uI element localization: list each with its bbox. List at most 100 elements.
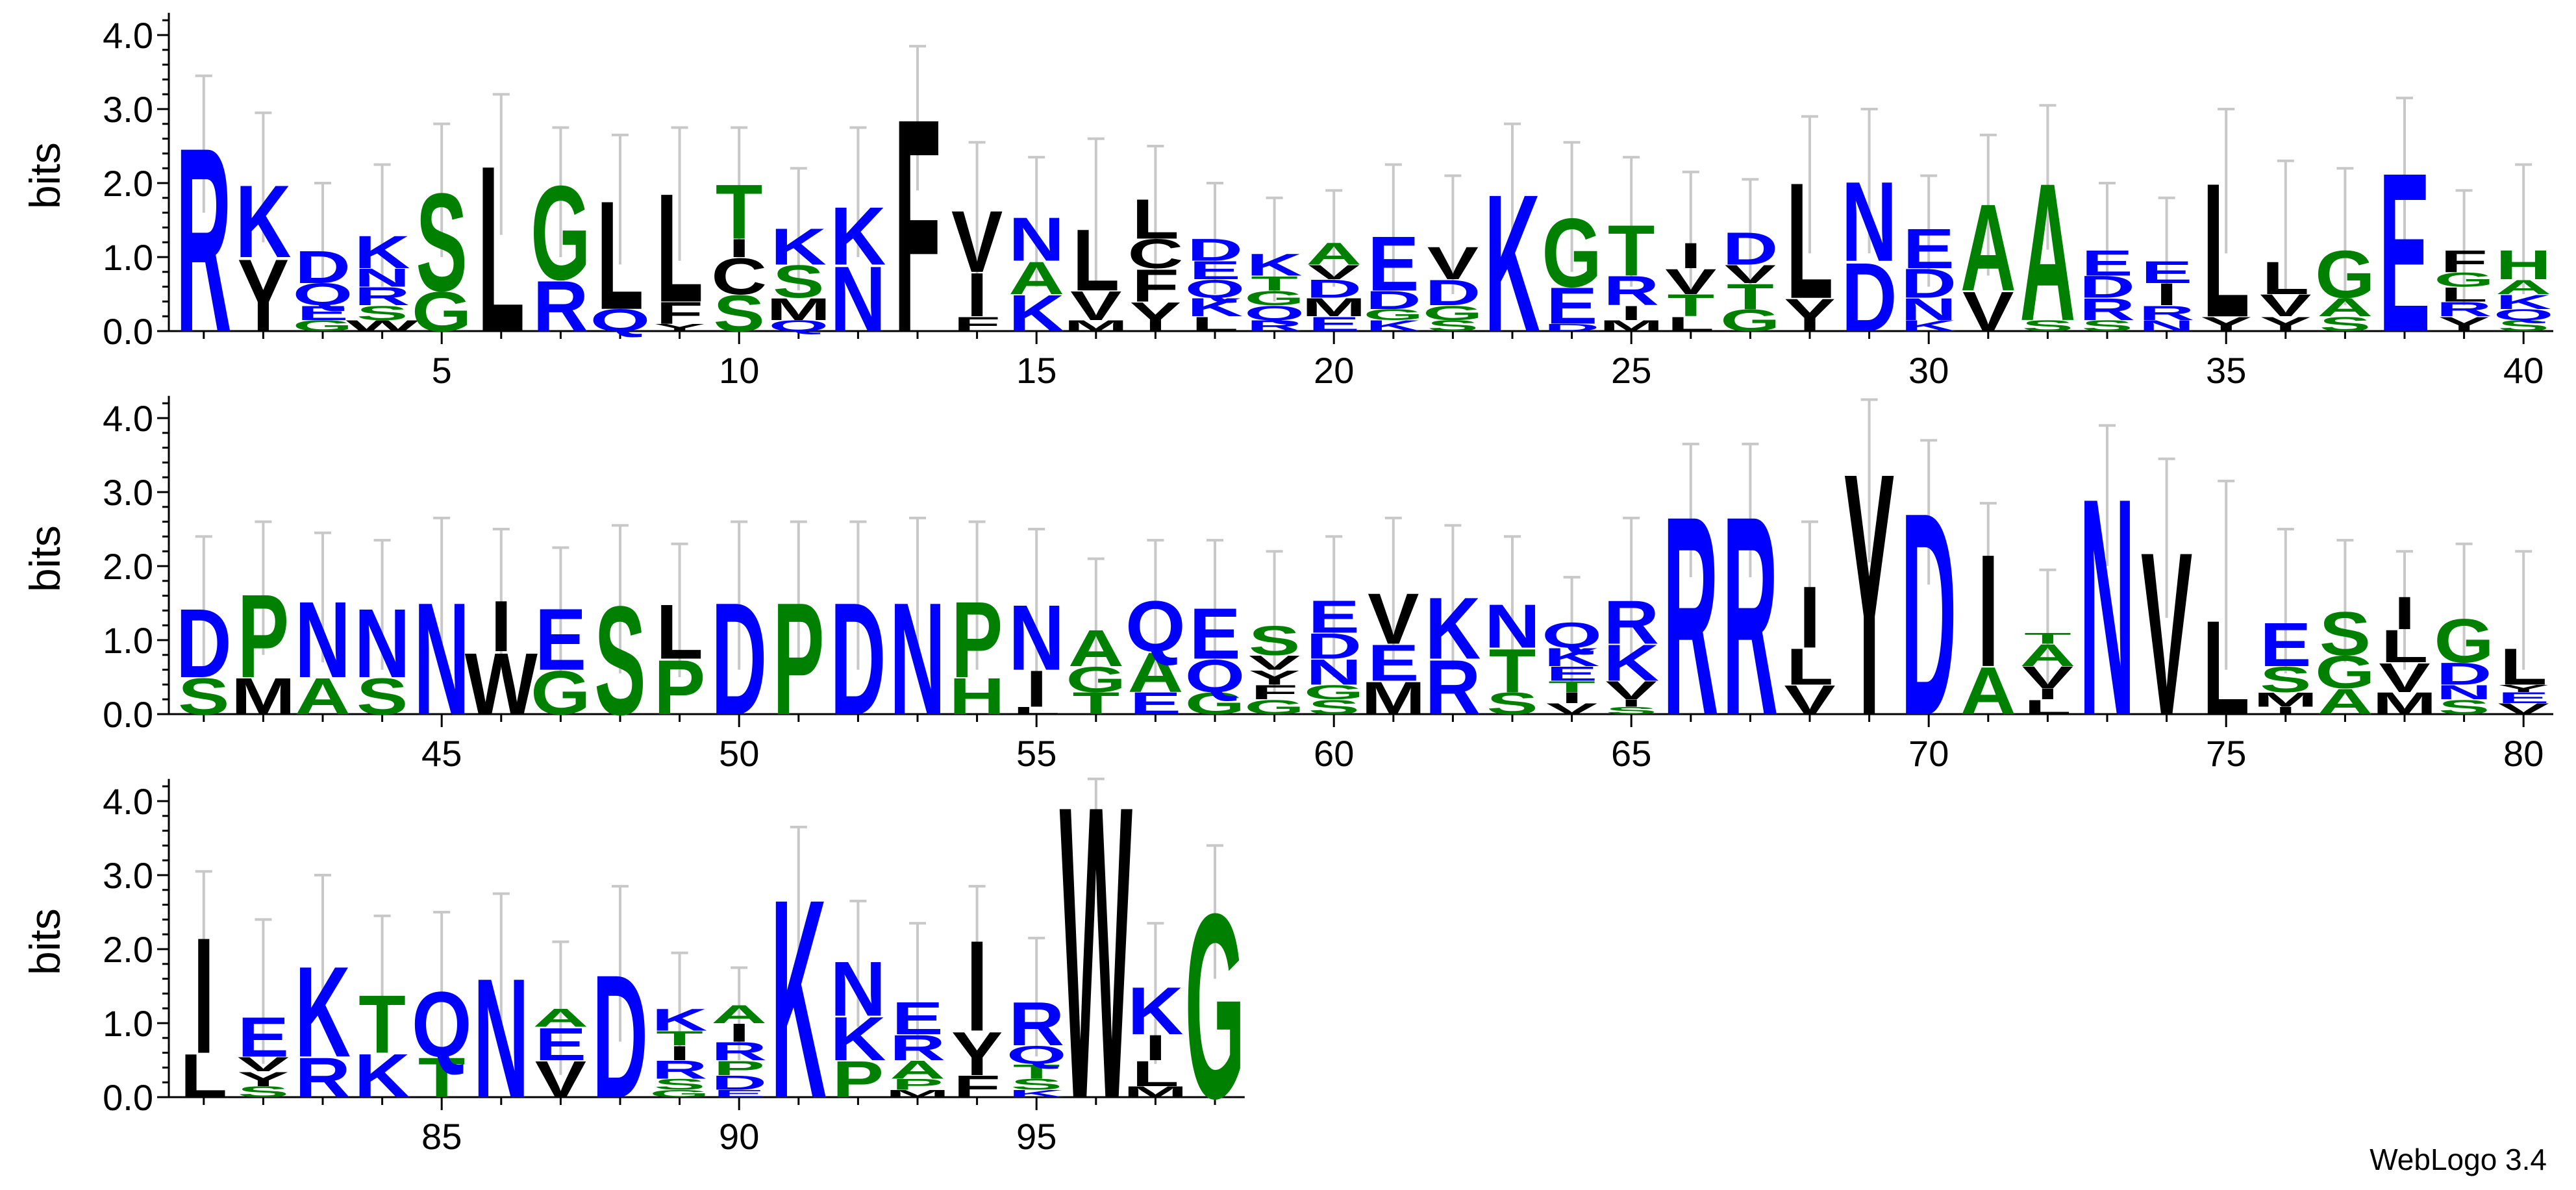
- logo-letter-v: V: [951, 193, 1003, 291]
- logo-letter-s: S: [2081, 317, 2132, 335]
- x-tick-label: 25: [1611, 350, 1651, 391]
- x-tick-label: 95: [1016, 1116, 1057, 1157]
- logo-letter-v: V: [1368, 579, 1419, 660]
- logo-letter-a: A: [2317, 682, 2373, 722]
- logo-letter-w: W: [1060, 719, 1133, 1186]
- logo-letter-a: A: [1306, 237, 1362, 271]
- logo-letter-t: T: [1489, 636, 1536, 705]
- logo-letter-r: R: [1425, 645, 1481, 731]
- x-tick-label: 55: [1016, 733, 1057, 774]
- logo-letter-g: G: [1304, 681, 1364, 704]
- logo-letter-t: T: [1727, 276, 1774, 316]
- y-tick-label: 1.0: [103, 620, 153, 661]
- logo-letter-r: R: [890, 1028, 945, 1068]
- logo-letter-n: N: [355, 264, 410, 292]
- weblogo-credit: WebLogo 3.4: [2370, 1143, 2547, 1176]
- logo-letter-d: D: [1901, 453, 1957, 776]
- logo-letter-y: Y: [951, 1019, 1003, 1088]
- logo-letter-i: I: [1621, 697, 1642, 709]
- logo-letter-r: R: [176, 93, 232, 388]
- logo-letter-m: M: [1361, 672, 1425, 724]
- logo-letter-q: Q: [1542, 615, 1601, 655]
- logo-letter-v: V: [1546, 700, 1597, 718]
- logo-letter-l: L: [1667, 312, 1714, 335]
- logo-letter-a: A: [2495, 275, 2551, 298]
- logo-letter-i: I: [1561, 689, 1582, 706]
- logo-letter-g: G: [2434, 606, 2494, 675]
- logo-letter-g: G: [1244, 695, 1304, 718]
- logo-letter-t: T: [358, 978, 406, 1071]
- y-tick-label: 2.0: [103, 546, 153, 587]
- x-tick-label: 90: [719, 1116, 759, 1157]
- logo-letter-l: L: [2203, 143, 2250, 357]
- logo-letter-p: P: [714, 1056, 765, 1079]
- logo-letter-f: F: [656, 296, 703, 330]
- x-tick-label: 20: [1314, 350, 1354, 391]
- logo-letter-k: K: [1425, 579, 1481, 677]
- logo-letter-l: L: [1132, 188, 1179, 251]
- logo-letter-r: R: [295, 1046, 351, 1109]
- x-tick-label: 60: [1314, 733, 1354, 774]
- y-tick-label: 3.0: [103, 855, 153, 896]
- logo-letter-l: L: [1132, 1053, 1179, 1093]
- logo-letter-e: E: [1308, 591, 1360, 643]
- logo-letter-l: L: [2500, 638, 2547, 696]
- logo-letter-k: K: [1544, 643, 1600, 671]
- logo-letter-e: E: [714, 1088, 765, 1100]
- logo-letter-s: S: [356, 301, 408, 324]
- logo-letter-v: V: [1784, 677, 1835, 723]
- logo-letter-p: P: [832, 1050, 884, 1108]
- logo-letter-q: Q: [590, 303, 650, 338]
- logo-letter-n: N: [890, 570, 945, 749]
- logo-letter-s: S: [714, 284, 765, 342]
- logo-letter-n: N: [830, 247, 886, 351]
- logo-letter-r: R: [711, 1037, 767, 1065]
- logo-letter-l: L: [2262, 252, 2309, 304]
- logo-letter-v: V: [1606, 676, 1657, 704]
- logo-letter-y: Y: [1249, 666, 1300, 689]
- logo-letter-n: N: [1306, 652, 1362, 692]
- logo-letter-p: P: [238, 569, 289, 702]
- logo-letter-d: D: [830, 570, 886, 749]
- logo-letter-n: N: [355, 588, 410, 698]
- logo-letter-g: G: [1542, 198, 1601, 308]
- logo-letter-l: L: [1072, 211, 1119, 309]
- logo-letter-g: G: [1244, 287, 1304, 310]
- logo-letter-a: A: [711, 1000, 767, 1028]
- logo-letter-d: D: [2436, 657, 2492, 691]
- logo-letter-m: M: [2253, 688, 2318, 711]
- logo-letter-e: E: [2141, 255, 2192, 290]
- logo-letter-s: S: [2260, 659, 2311, 699]
- logo-letter-y: Y: [1784, 289, 1835, 341]
- logo-letter-y: Y: [1130, 294, 1181, 340]
- logo-letter-t: T: [1608, 211, 1655, 291]
- logo-letter-f: F: [2440, 244, 2488, 279]
- logo-letter-r: R: [2139, 301, 2195, 324]
- logo-letter-d: D: [2079, 270, 2135, 304]
- logo-letter-r: R: [1663, 457, 1719, 775]
- logo-letter-r: R: [1247, 317, 1303, 335]
- logo-letter-i: I: [966, 914, 988, 1058]
- logo-letter-k: K: [652, 1003, 708, 1037]
- logo-letter-k: K: [355, 226, 410, 278]
- y-axis-title: bits: [21, 142, 69, 209]
- logo-letter-p: P: [892, 1076, 943, 1093]
- logo-letter-d: D: [295, 241, 351, 293]
- logo-letter-s: S: [654, 1076, 705, 1093]
- logo-letter-s: S: [1606, 705, 1657, 717]
- logo-letter-a: A: [2317, 293, 2373, 321]
- x-tick-label: 75: [2206, 733, 2246, 774]
- logo-letter-d: D: [1306, 626, 1362, 666]
- logo-letter-r: R: [1008, 989, 1064, 1058]
- logo-letter-n: N: [1901, 292, 1957, 327]
- logo-letter-k: K: [830, 1004, 886, 1073]
- logo-letter-l: L: [2381, 620, 2429, 672]
- logo-letter-k: K: [1901, 317, 1957, 335]
- logo-letter-d: D: [1366, 286, 1421, 314]
- logo-letter-a: A: [532, 1004, 588, 1032]
- logo-letter-i: I: [729, 1019, 750, 1047]
- logo-letter-g: G: [531, 158, 590, 308]
- logo-letter-s: S: [1249, 618, 1300, 664]
- y-axis-title: bits: [21, 525, 69, 592]
- x-tick-label: 5: [432, 350, 452, 391]
